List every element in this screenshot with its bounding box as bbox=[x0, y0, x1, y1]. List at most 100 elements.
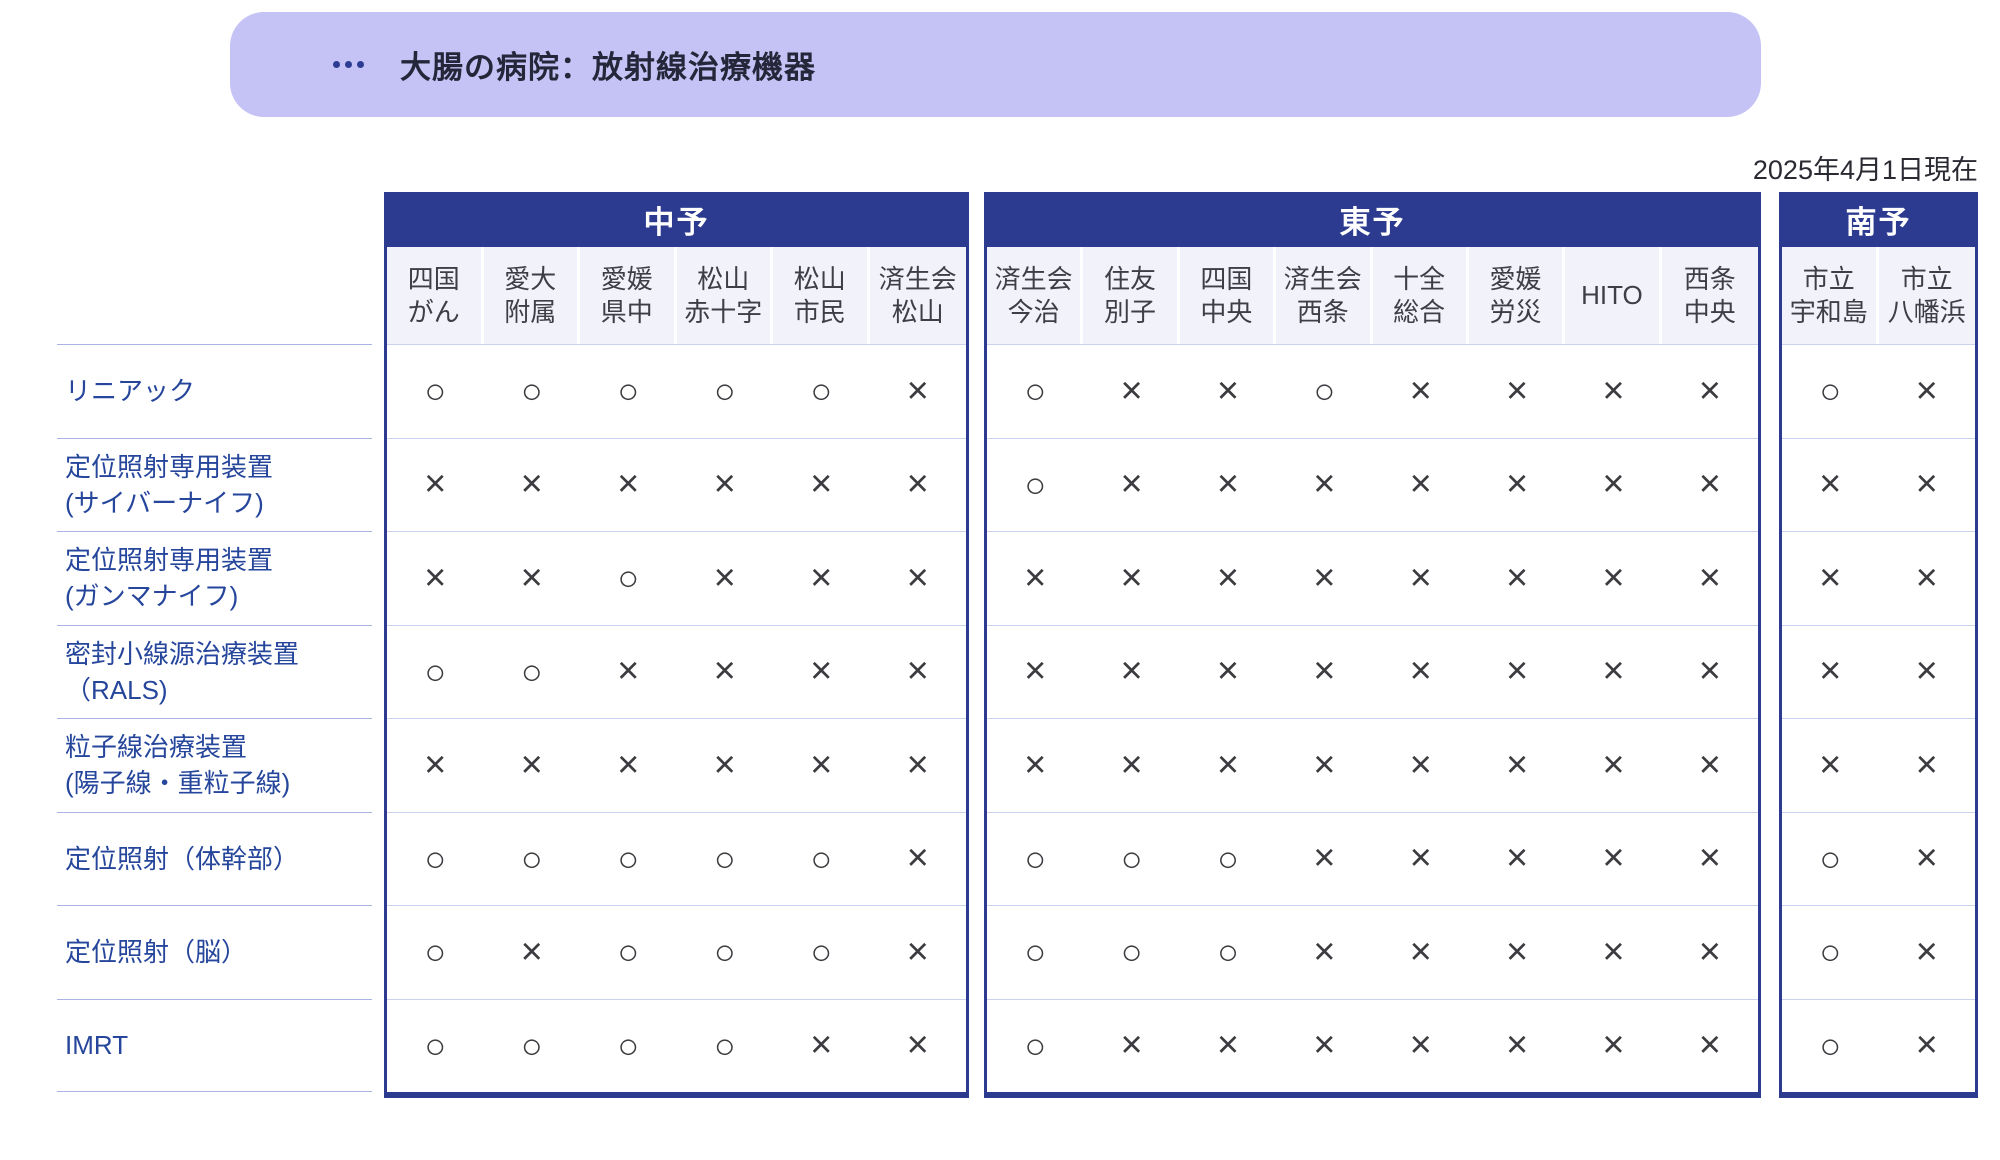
mark-x: × bbox=[713, 743, 736, 786]
row-label: 定位照射専用装置 (ガンマナイフ) bbox=[57, 531, 372, 625]
mark-x: × bbox=[713, 650, 736, 693]
mark-circle: ○ bbox=[617, 370, 640, 412]
mark-x: × bbox=[1698, 930, 1721, 973]
column-header: 十全 総合 bbox=[1373, 247, 1469, 344]
mark-x: × bbox=[1698, 369, 1721, 412]
mark-x: × bbox=[1602, 930, 1625, 973]
table-row: ○ × bbox=[1782, 811, 1975, 906]
mark-x: × bbox=[520, 930, 543, 973]
mark-circle: ○ bbox=[520, 370, 543, 412]
table-row: × × × × × × bbox=[387, 718, 966, 812]
mark-x: × bbox=[1915, 1024, 1938, 1067]
page-title-banner: 大腸の病院：放射線治療機器 bbox=[230, 12, 1761, 117]
mark-x: × bbox=[617, 743, 640, 786]
table-row: × × × × × × × × bbox=[987, 531, 1758, 625]
mark-circle: ○ bbox=[713, 370, 736, 412]
ellipsis-icon bbox=[333, 61, 364, 68]
column-headers-toyo: 済生会 今治 住友 別子 四国 中央 済生会 西条 十全 総合 愛媛 労災 HITO 西条 中央 bbox=[987, 247, 1758, 344]
mark-x: × bbox=[424, 743, 447, 786]
table-body-toyo: ○ × × ○ × × × × ○ × × × × × × × × × × × × × × × × × × × × × × × × × × × × × × ×… bbox=[987, 344, 1758, 1092]
mark-circle: ○ bbox=[617, 837, 640, 879]
column-header: 市立 八幡浜 bbox=[1887, 263, 1966, 327]
mark-circle: ○ bbox=[520, 837, 543, 879]
column-header: 愛大 附属 bbox=[484, 247, 580, 344]
mark-circle: ○ bbox=[617, 931, 640, 973]
row-label: 定位照射（体幹部） bbox=[57, 811, 372, 906]
mark-x: × bbox=[906, 743, 929, 786]
column-header: 松山 市民 bbox=[773, 247, 870, 344]
mark-x: × bbox=[1602, 369, 1625, 412]
mark-x: × bbox=[1505, 369, 1529, 412]
mark-circle: ○ bbox=[424, 370, 447, 412]
mark-x: × bbox=[1602, 556, 1625, 599]
mark-circle: ○ bbox=[1120, 931, 1143, 973]
mark-x: × bbox=[617, 463, 640, 506]
table-row: ○ × ○ ○ ○ × bbox=[387, 905, 966, 999]
page-title: 大腸の病院：放射線治療機器 bbox=[400, 50, 816, 85]
table-row: × × bbox=[1782, 718, 1975, 812]
mark-x: × bbox=[1602, 1024, 1625, 1067]
column-header: 松山 赤十字 bbox=[677, 247, 773, 344]
mark-circle: ○ bbox=[810, 837, 833, 879]
table-row: × × bbox=[1782, 437, 1975, 532]
column-header: 四国 がん bbox=[387, 247, 484, 344]
table-row: ○ × bbox=[1782, 344, 1975, 438]
mark-circle: ○ bbox=[520, 650, 543, 692]
mark-circle: ○ bbox=[1819, 1024, 1842, 1066]
mark-x: × bbox=[1602, 743, 1625, 786]
mark-circle: ○ bbox=[1024, 837, 1047, 879]
mark-x: × bbox=[1602, 650, 1625, 693]
mark-x: × bbox=[1216, 463, 1240, 506]
mark-x: × bbox=[1602, 837, 1625, 880]
mark-x: × bbox=[1819, 463, 1842, 506]
mark-x: × bbox=[1409, 556, 1432, 599]
mark-x: × bbox=[1915, 743, 1938, 786]
mark-x: × bbox=[424, 463, 447, 506]
mark-circle: ○ bbox=[617, 557, 640, 599]
mark-circle: ○ bbox=[1819, 370, 1842, 412]
mark-circle: ○ bbox=[713, 837, 736, 879]
mark-x: × bbox=[1409, 1024, 1432, 1067]
mark-x: × bbox=[1819, 743, 1842, 786]
mark-circle: ○ bbox=[1313, 370, 1336, 412]
mark-x: × bbox=[1313, 837, 1336, 880]
mark-x: × bbox=[1819, 650, 1842, 693]
mark-circle: ○ bbox=[713, 1024, 736, 1066]
mark-x: × bbox=[1313, 556, 1336, 599]
mark-x: × bbox=[1505, 650, 1529, 693]
row-label: 密封小線源治療装置 （RALS) bbox=[57, 624, 372, 719]
mark-circle: ○ bbox=[1819, 837, 1842, 879]
column-header: 済生会 松山 bbox=[878, 263, 957, 327]
mark-circle: ○ bbox=[713, 931, 736, 973]
table-body-chuyo: ○ ○ ○ ○ ○ × × × × × × × × × ○ × × × ○ ○ × × × × × × × × × × ○ ○ ○ ○ ○ × ○ × ○ ○… bbox=[387, 344, 966, 1092]
table-row: ○ ○ ○ ○ × × bbox=[387, 998, 966, 1093]
mark-x: × bbox=[906, 556, 929, 599]
mark-x: × bbox=[810, 463, 833, 506]
mark-x: × bbox=[1409, 463, 1432, 506]
mark-x: × bbox=[1819, 556, 1842, 599]
mark-circle: ○ bbox=[617, 1024, 640, 1066]
table-row: × × ○ × × × bbox=[387, 531, 966, 625]
mark-x: × bbox=[1698, 650, 1721, 693]
mark-x: × bbox=[1505, 837, 1529, 880]
mark-x: × bbox=[1120, 1024, 1143, 1067]
mark-x: × bbox=[1602, 463, 1625, 506]
mark-circle: ○ bbox=[424, 931, 447, 973]
column-header: 愛媛 県中 bbox=[580, 247, 677, 344]
group-title-toyo: 東予 bbox=[987, 192, 1758, 247]
mark-x: × bbox=[1313, 930, 1336, 973]
mark-x: × bbox=[1120, 650, 1143, 693]
mark-x: × bbox=[810, 556, 833, 599]
column-headers-nanyo: 市立 宇和島 市立 八幡浜 bbox=[1782, 247, 1975, 344]
mark-circle: ○ bbox=[810, 931, 833, 973]
mark-circle: ○ bbox=[520, 1024, 543, 1066]
mark-circle: ○ bbox=[1819, 931, 1842, 973]
mark-x: × bbox=[1120, 556, 1143, 599]
mark-x: × bbox=[520, 743, 543, 786]
mark-x: × bbox=[906, 837, 929, 880]
table-body-nanyo: ○ × × × × × × × × × ○ × ○ × ○ × bbox=[1782, 344, 1975, 1092]
table-row: ○ ○ ○ ○ ○ × bbox=[387, 811, 966, 906]
mark-x: × bbox=[617, 650, 640, 693]
column-header: 済生会 西条 bbox=[1276, 247, 1373, 344]
mark-x: × bbox=[1698, 837, 1721, 880]
